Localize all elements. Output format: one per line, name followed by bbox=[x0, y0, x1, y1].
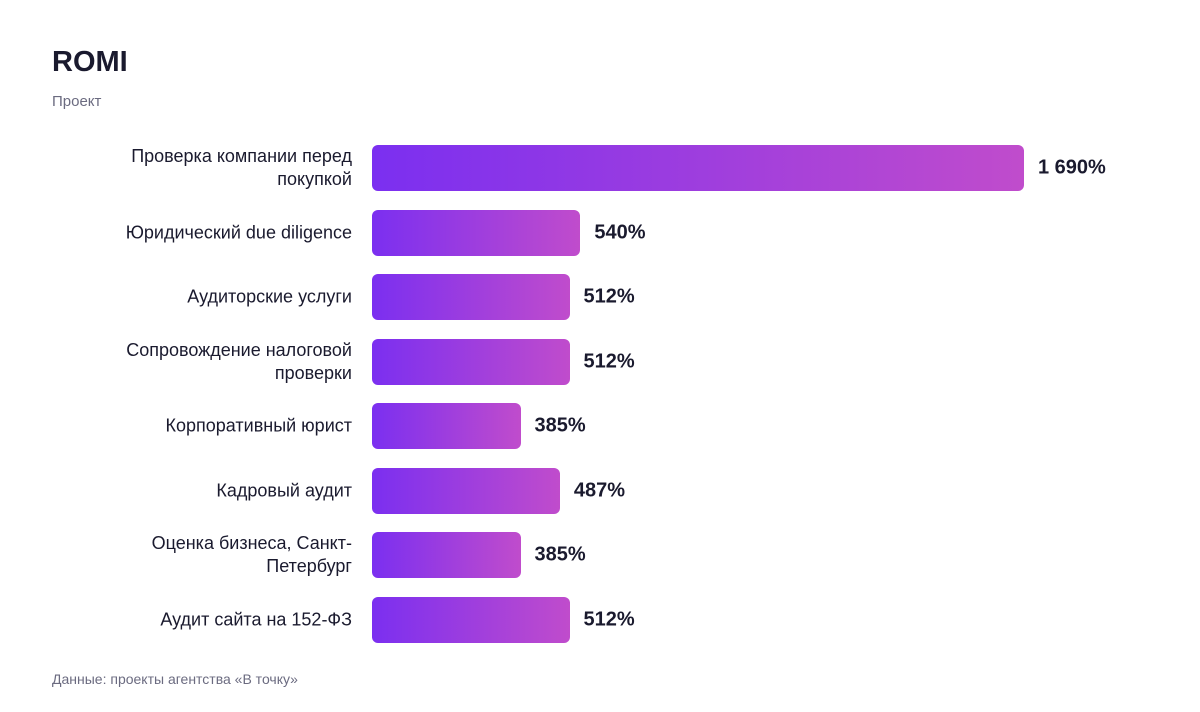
value-label: 385% bbox=[534, 414, 586, 437]
value-label: 1 690% bbox=[1038, 156, 1106, 179]
bar bbox=[372, 596, 570, 643]
chart-subtitle: Проект bbox=[52, 93, 102, 110]
value-label: 540% bbox=[594, 221, 646, 243]
category-label: Сопровождение налоговой проверки bbox=[126, 339, 352, 383]
category-label: Юридический due diligence bbox=[125, 222, 352, 242]
value-label: 512% bbox=[583, 285, 635, 308]
category-label: Оценка бизнеса, Санкт-Петербург bbox=[151, 533, 352, 576]
bar bbox=[372, 338, 570, 385]
category-label: Кадровый аудит bbox=[216, 480, 352, 500]
chart-title: ROMI bbox=[52, 46, 128, 78]
category-label: Аудиторские услуги bbox=[187, 286, 352, 307]
bar bbox=[372, 532, 521, 578]
source-note: Данные: проекты агентства «В точку» bbox=[52, 671, 298, 687]
bar bbox=[372, 403, 521, 449]
category-label: Проверка компании перед покупкой bbox=[131, 146, 352, 189]
bar bbox=[372, 145, 1024, 191]
value-label: 512% bbox=[583, 608, 635, 630]
bar bbox=[372, 209, 581, 256]
bar bbox=[372, 274, 570, 320]
value-label: 385% bbox=[534, 543, 586, 566]
bar bbox=[372, 467, 560, 514]
value-label: 512% bbox=[583, 350, 635, 372]
value-label: 487% bbox=[573, 479, 626, 501]
category-label: Корпоративный юрист bbox=[165, 415, 353, 436]
category-label: Аудит сайта на 152-ФЗ bbox=[160, 609, 352, 629]
